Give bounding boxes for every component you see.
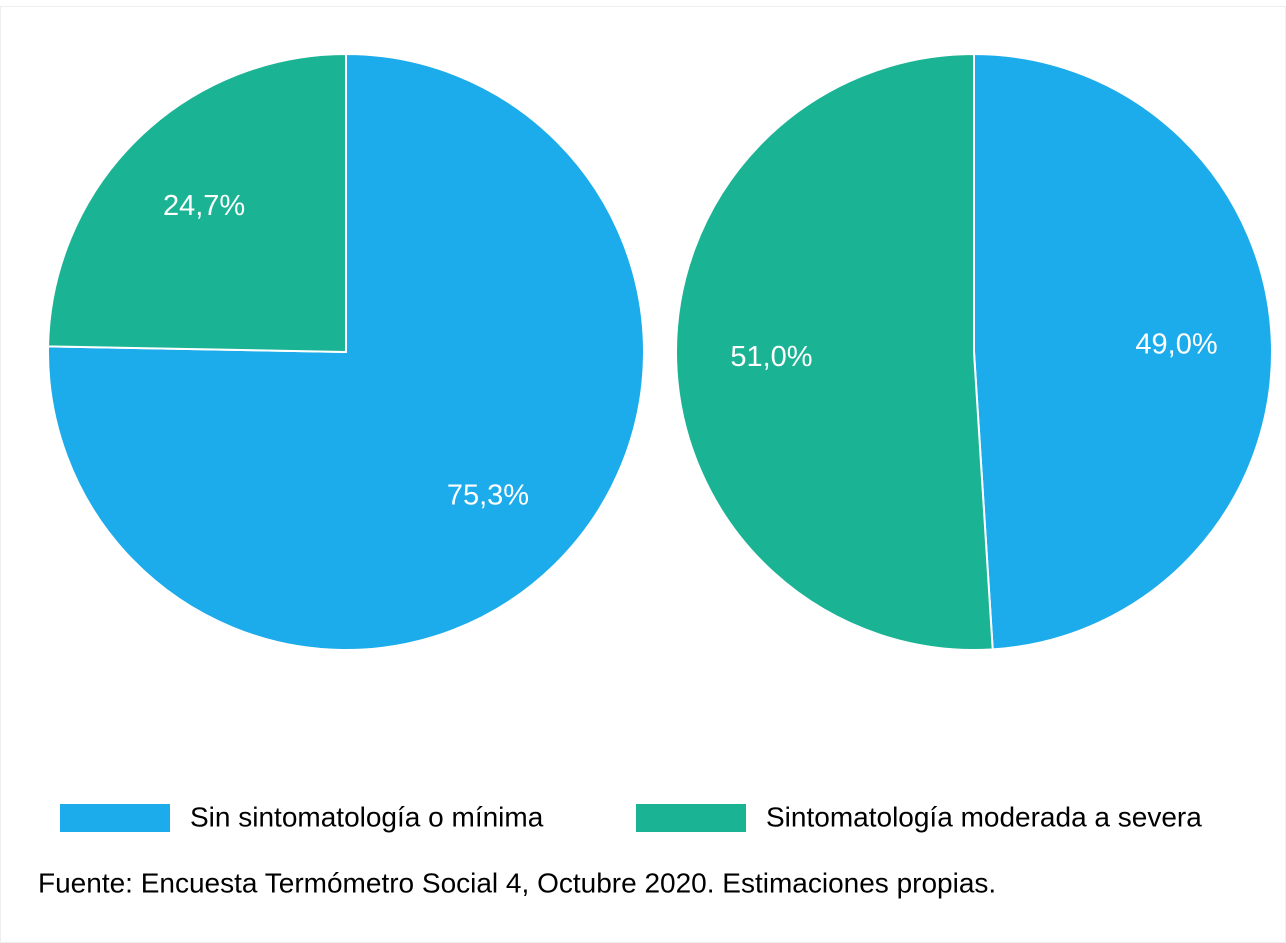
pie-slice: [675, 52, 994, 651]
legend-swatch: [636, 804, 746, 832]
value-label: 49,0%: [1135, 328, 1217, 360]
value-label: 24,7%: [163, 190, 245, 222]
source-note: Fuente: Encuesta Termómetro Social 4, Oc…: [38, 867, 996, 898]
legend-label: Sin sintomatología o mínima: [190, 801, 544, 832]
legend-label: Sintomatología moderada a severa: [766, 801, 1202, 832]
pie-slice: [47, 52, 347, 354]
value-label: 75,3%: [447, 479, 529, 511]
pie-slice: [973, 52, 1273, 651]
value-label: 51,0%: [730, 341, 812, 373]
legend-swatch: [60, 804, 170, 832]
